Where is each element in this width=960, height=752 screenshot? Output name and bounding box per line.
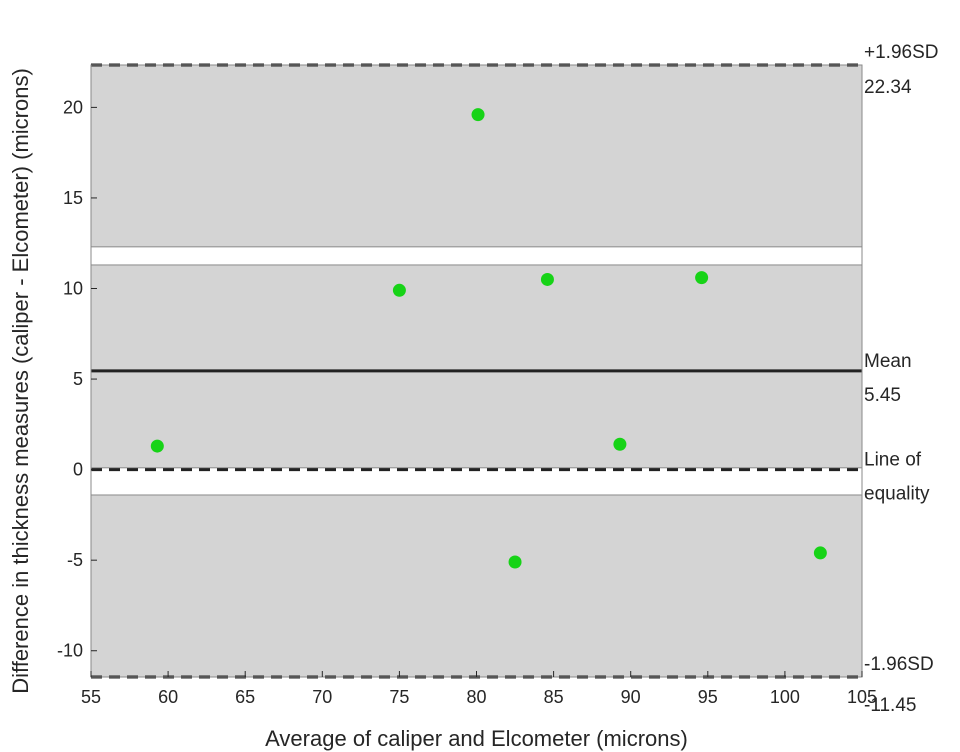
reference-label-0: +1.96SD — [864, 42, 938, 63]
y-tick-label-6: 20 — [63, 97, 83, 117]
x-axis-ticks: 55 60 65 70 75 80 85 90 95 100 105 — [81, 671, 877, 707]
data-point-6 — [695, 271, 709, 285]
data-point-2 — [471, 108, 485, 122]
x-tick-label-7: 90 — [621, 687, 641, 707]
band-0 — [90, 64, 863, 248]
x-tick-label-1: 60 — [158, 687, 178, 707]
reference-value-label-2: equality — [864, 484, 930, 505]
y-tick-label-5: 15 — [63, 188, 83, 208]
y-tick-label-0: -10 — [57, 641, 83, 661]
reference-label-2: Line of — [864, 450, 922, 471]
reference-value-label-0: 22.34 — [864, 77, 912, 98]
point-group — [150, 108, 827, 569]
x-tick-label-5: 80 — [466, 687, 486, 707]
data-point-0 — [150, 439, 164, 453]
y-tick-label-3: 5 — [73, 369, 83, 389]
y-tick-label-2: 0 — [73, 460, 83, 480]
data-point-1 — [392, 283, 406, 297]
y-tick-label-4: 10 — [63, 279, 83, 299]
x-tick-label-10: 105 — [847, 687, 877, 707]
data-point-7 — [813, 546, 827, 560]
band-group — [90, 64, 863, 678]
data-point-4 — [540, 272, 554, 286]
data-point-5 — [613, 437, 627, 451]
band-2 — [90, 494, 863, 678]
x-axis-label: Average of caliper and Elcometer (micron… — [265, 726, 688, 751]
x-tick-label-8: 95 — [698, 687, 718, 707]
x-tick-label-2: 65 — [235, 687, 255, 707]
x-tick-label-3: 70 — [312, 687, 332, 707]
x-tick-label-0: 55 — [81, 687, 101, 707]
y-tick-label-1: -5 — [67, 550, 83, 570]
reference-value-label-1: 5.45 — [864, 385, 901, 406]
y-axis-ticks: -10 -5 0 5 10 15 20 — [57, 97, 97, 661]
reference-label-group: +1.96SD 22.34 Mean 5.45 Line of equality -1.96… — [864, 42, 938, 716]
reference-label-3: -1.96SD — [864, 654, 934, 675]
x-tick-label-9: 100 — [770, 687, 800, 707]
reference-value-label-3: -11.45 — [864, 695, 916, 716]
x-tick-label-6: 85 — [544, 687, 564, 707]
band-1 — [90, 264, 863, 469]
y-axis-label: Difference in thickness measures (calipe… — [8, 68, 33, 694]
reference-label-1: Mean — [864, 351, 912, 372]
data-point-3 — [508, 555, 522, 569]
x-tick-label-4: 75 — [389, 687, 409, 707]
